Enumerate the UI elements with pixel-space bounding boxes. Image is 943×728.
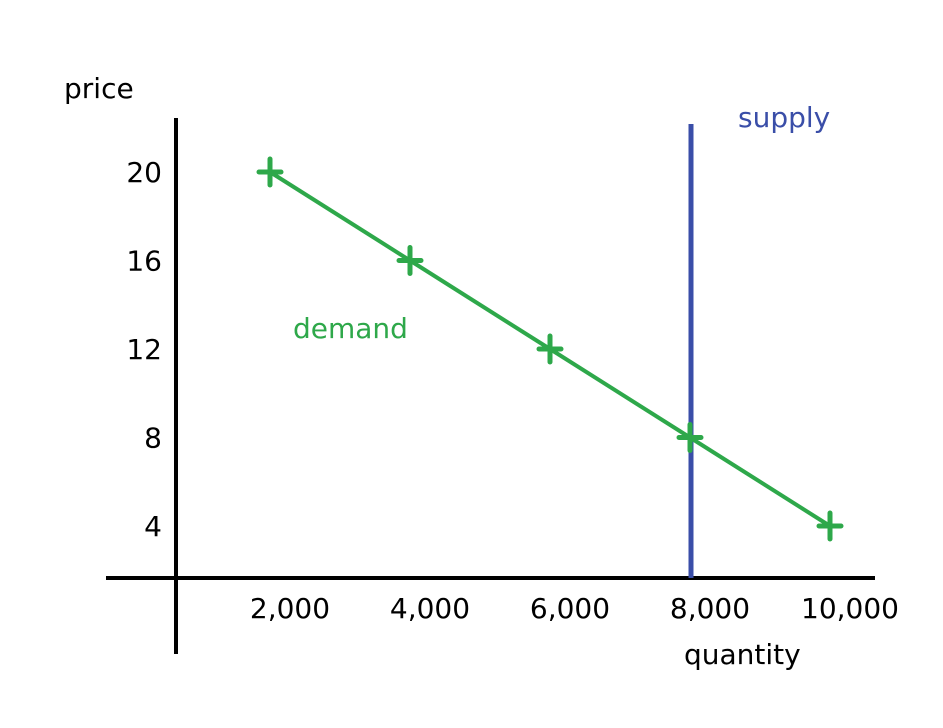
demand-point xyxy=(396,245,424,276)
x-tick-label: 4,000 xyxy=(390,592,470,625)
y-axis-label: price xyxy=(64,72,134,105)
y-tick-label: 20 xyxy=(126,156,162,189)
y-tick-label: 4 xyxy=(144,510,162,543)
x-tick-label: 2,000 xyxy=(250,592,330,625)
x-axis-label: quantity xyxy=(684,638,801,671)
demand-series-label: demand xyxy=(293,312,408,345)
demand-point xyxy=(816,510,844,542)
y-tick-label: 12 xyxy=(126,333,162,366)
y-tick-label: 16 xyxy=(126,245,162,278)
supply-series-label: supply xyxy=(738,101,830,134)
demand-point xyxy=(676,422,704,453)
x-tick-label: 6,000 xyxy=(530,592,610,625)
x-tick-label: 10,000 xyxy=(801,592,899,625)
demand-point xyxy=(256,156,284,188)
x-tick-label: 8,000 xyxy=(670,592,750,625)
y-tick-label: 8 xyxy=(144,422,162,455)
demand-point xyxy=(536,333,564,365)
